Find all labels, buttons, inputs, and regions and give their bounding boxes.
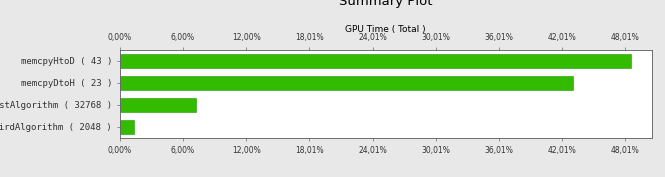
Bar <box>120 76 573 90</box>
X-axis label: GPU Time ( Total ): GPU Time ( Total ) <box>345 25 426 33</box>
Title: Summary Plot: Summary Plot <box>339 0 432 8</box>
Bar <box>120 54 630 68</box>
Bar <box>120 120 134 134</box>
Bar <box>120 98 196 112</box>
